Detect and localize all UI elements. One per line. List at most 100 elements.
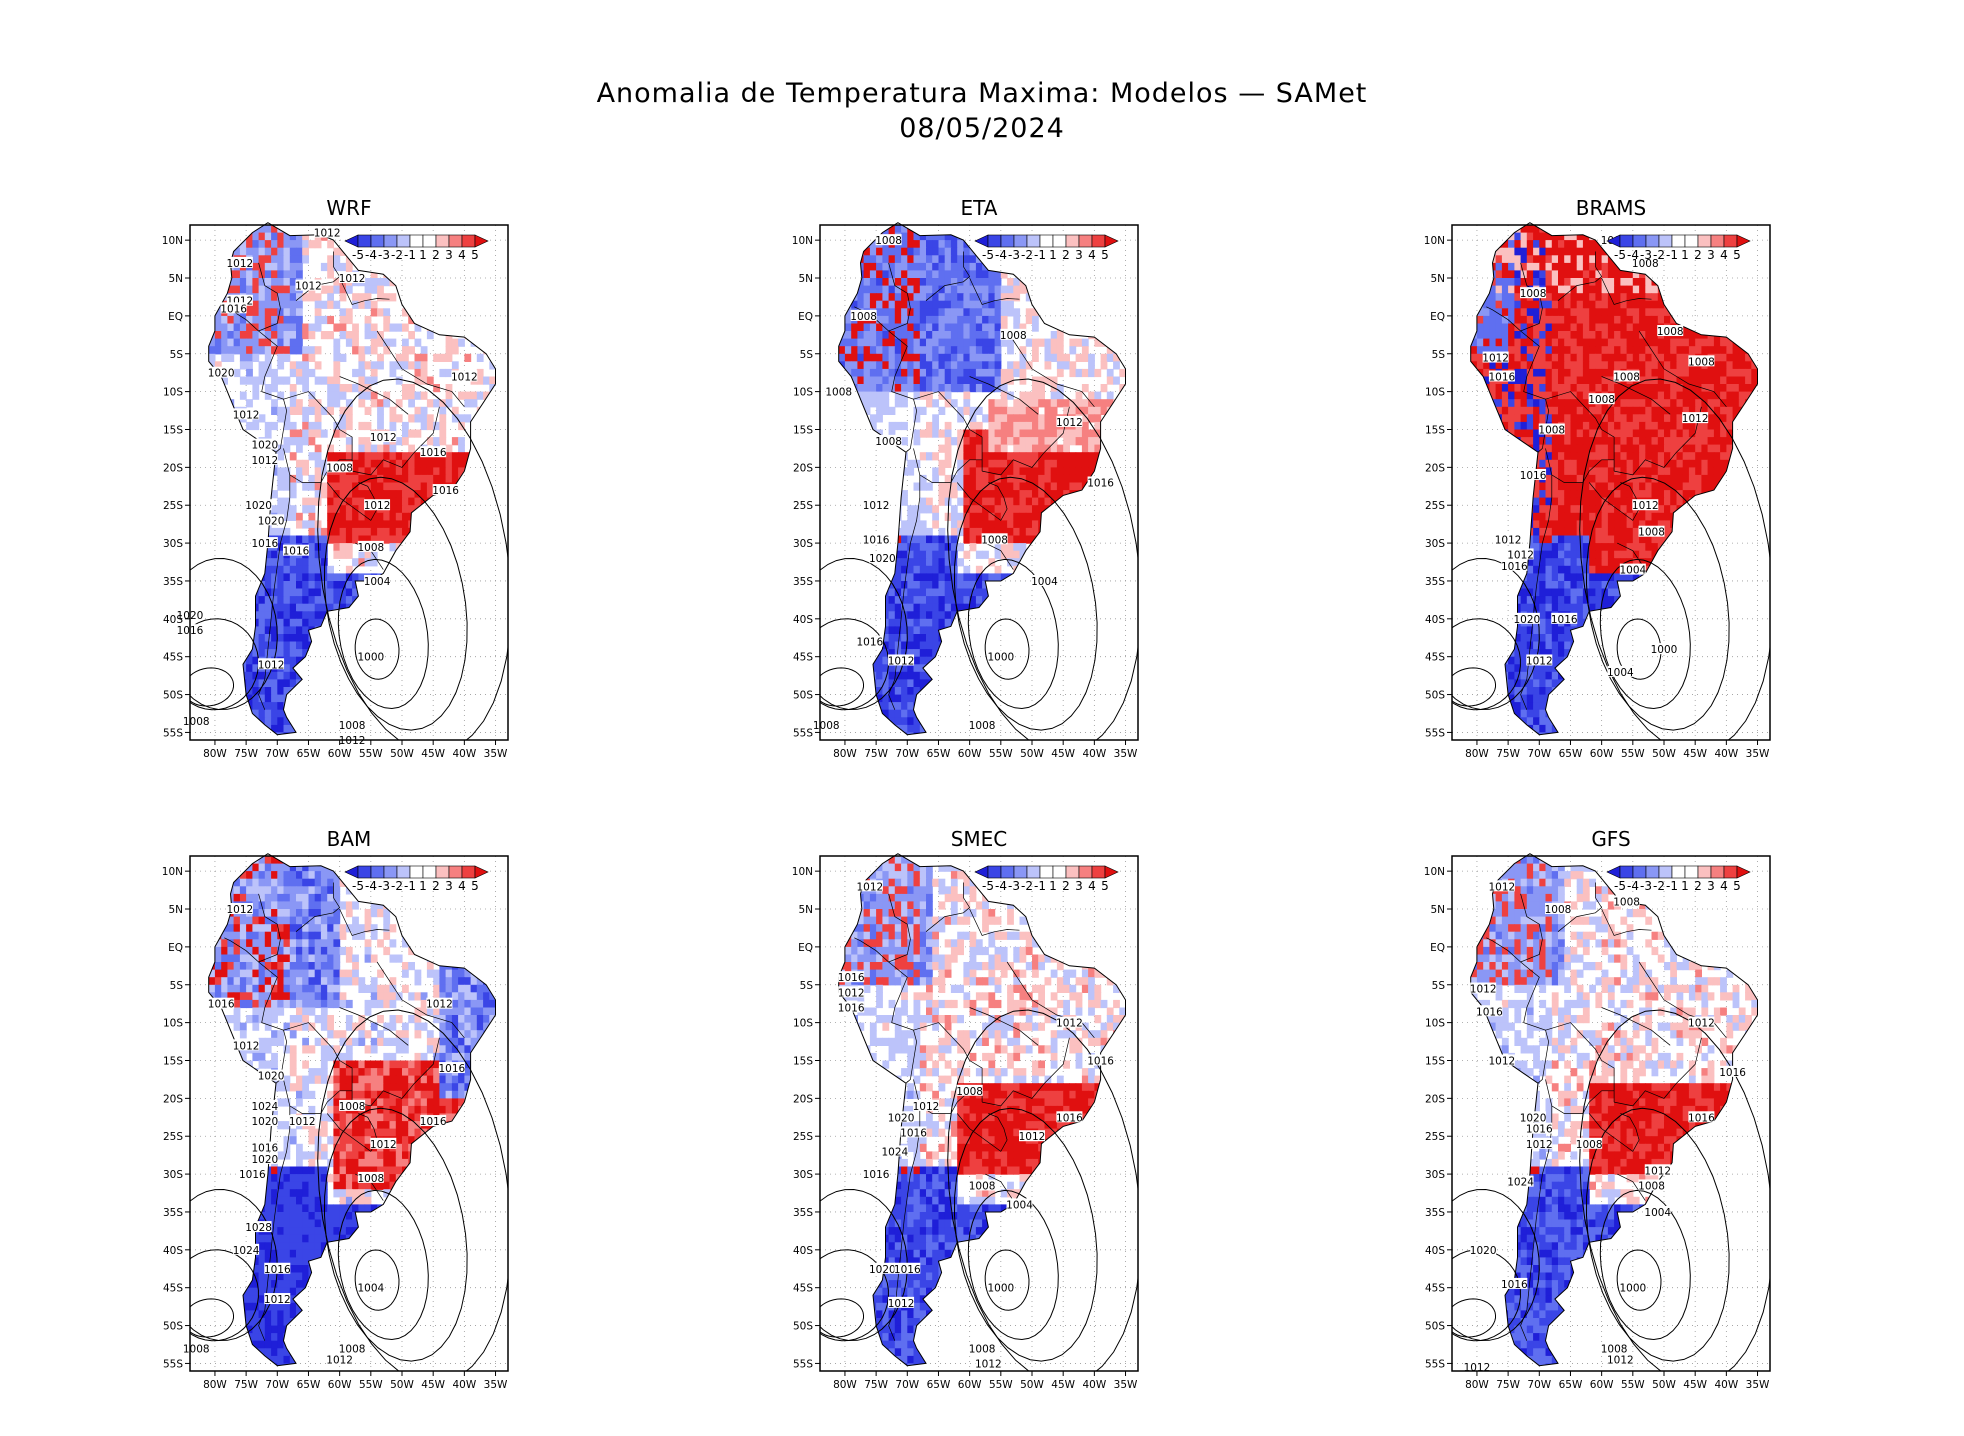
colorbar-label: -5 [1614,879,1626,893]
colorbar-legend: -5 -4 -3 -2 -1 1 2 3 4 5 [1606,865,1751,893]
lat-tick-label: 20S [793,462,813,474]
isobar-labels: 1012101610121016101210161008101210201016… [838,880,1114,1370]
coastline [208,222,496,736]
colorbar-label: -1 [1666,248,1678,262]
colorbar-label: -5 [982,879,994,893]
isobar-label: 1016 [420,446,447,459]
isobar-label: 1012 [1644,1164,1671,1177]
map-frame [189,224,509,741]
lat-tick-label: 30S [1425,1169,1445,1181]
lon-tick-label: 55W [989,748,1013,760]
isobar-label: 1012 [1019,1130,1045,1143]
longitude-axis: 80W 75W 70W 65W 60W 55W 50W 45W 40W 35W [833,1371,1138,1391]
lon-tick-label: 50W [390,1379,414,1391]
lat-tick-label: 25S [1425,1131,1445,1143]
isobar-label: 1016 [1520,468,1547,482]
lat-tick-label: 10S [1425,387,1445,399]
lat-tick-label: 50S [793,1321,813,1333]
svg-text:1008: 1008 [183,716,210,728]
isobar-label: 1008 [1588,393,1615,406]
colorbar-label: -2 [1021,879,1033,893]
colorbar-label: -5 [352,879,364,893]
isobar-label: 1008 [1638,1179,1665,1192]
isobar-label: 1024 [233,1243,260,1257]
isobar-label: 1012 [339,272,365,285]
lon-tick-label: 50W [390,748,414,760]
svg-text:1012: 1012 [227,258,254,270]
lon-tick-label: 35W [484,1379,508,1391]
lat-tick-label: 10S [163,1018,183,1030]
lon-tick-label: 70W [1527,1379,1551,1391]
lat-tick-label: 10S [1425,1018,1445,1030]
isobar-labels: 1012 1012 1012 1012 1012 1016 1020 1012 1012 1016… [177,226,478,747]
isobar-label: 1008 [183,715,210,728]
colorbar-label: -1 [1034,879,1046,893]
colorbar-label: 3 [445,879,453,893]
colorbar-label: -4 [365,248,377,262]
isobar-label: 1012 [857,880,883,893]
colorbar-label: 1 [1049,879,1057,893]
lon-tick-label: 40W [1082,1379,1106,1391]
lat-tick-label: EQ [168,311,183,323]
isobar-contours [820,378,1138,740]
isobar-label: 1020 [869,1262,896,1276]
lat-tick-label: 45S [793,1283,813,1295]
svg-text:1012: 1012 [451,371,478,383]
lon-tick-label: 55W [1621,748,1645,760]
isobar-label: 1012 [888,1296,914,1310]
isobar-label: 1008 [1632,256,1659,270]
lon-tick-label: 55W [1621,1379,1645,1391]
lon-tick-label: 60W [1590,1379,1614,1391]
colorbar-label: -1 [1034,248,1046,262]
map-panel-gfs: GFS1012100810081012101610121012101610161… [1424,827,1771,1391]
lat-tick-label: 25S [793,500,813,512]
lon-tick-label: 50W [1020,748,1044,760]
lat-tick-label: 45S [1425,1283,1445,1295]
colorbar-label: -2 [1653,248,1665,262]
svg-text:1020: 1020 [245,500,272,512]
colorbar-label: -4 [1627,248,1639,262]
lat-tick-label: EQ [168,942,183,954]
isobar-label: 1012 [1632,499,1659,512]
lat-tick-label: 50S [163,1321,183,1333]
isobar-label: 1004 [1619,563,1646,577]
isobar-label: 1012 [326,1353,353,1367]
isobar-label: 1008 [981,533,1008,546]
isobar-label: 1008 [357,1171,384,1185]
lon-tick-label: 75W [1496,748,1520,760]
isobar-label: 1012 [364,499,390,512]
lon-tick-label: 65W [1559,748,1583,760]
lon-tick-label: 75W [234,1379,258,1391]
lon-tick-label: 65W [927,748,951,760]
lat-tick-label: 10N [792,235,813,247]
colorbar-label: 2 [1062,879,1070,893]
isobar-label: 1012 [1507,548,1534,561]
colorbar-legend: -5 -4 -3 -2 -1 1 2 3 4 5 [974,865,1119,893]
isobar-label: 1012 [1489,1054,1515,1067]
isobar-label: 1004 [1006,1198,1033,1211]
colorbar-label: 5 [1733,879,1741,893]
isobar-label: 1016 [283,544,310,558]
lon-tick-label: 60W [1590,748,1614,760]
lat-tick-label: 50S [793,690,813,702]
lat-tick-label: 55S [1425,1358,1445,1370]
lat-tick-label: 5N [168,273,183,285]
lat-tick-label: 10N [162,235,183,247]
isobar-label: 1012 [1482,351,1509,365]
isobar-label: 1012 [227,256,254,270]
colorbar-label: -1 [404,248,416,262]
colorbar-label: -2 [1021,248,1033,262]
isobar-label: 1008 [1613,370,1640,383]
svg-text:1016: 1016 [251,538,278,550]
lon-tick-label: 80W [833,1379,857,1391]
isobar-label: 1012 [314,226,341,240]
lon-tick-label: 80W [833,748,857,760]
isobar-label: 1020 [208,366,235,380]
isobar-label: 1012 [975,1357,1002,1370]
isobar-label: 1012 [1526,1137,1553,1151]
svg-text:1020: 1020 [258,515,285,527]
longitude-axis: 80W 75W 70W 65W 60W 55W 50W 45W 40W 35W [203,740,508,760]
isobar-label: 1008 [1657,325,1684,338]
colorbar-label: -5 [982,248,994,262]
